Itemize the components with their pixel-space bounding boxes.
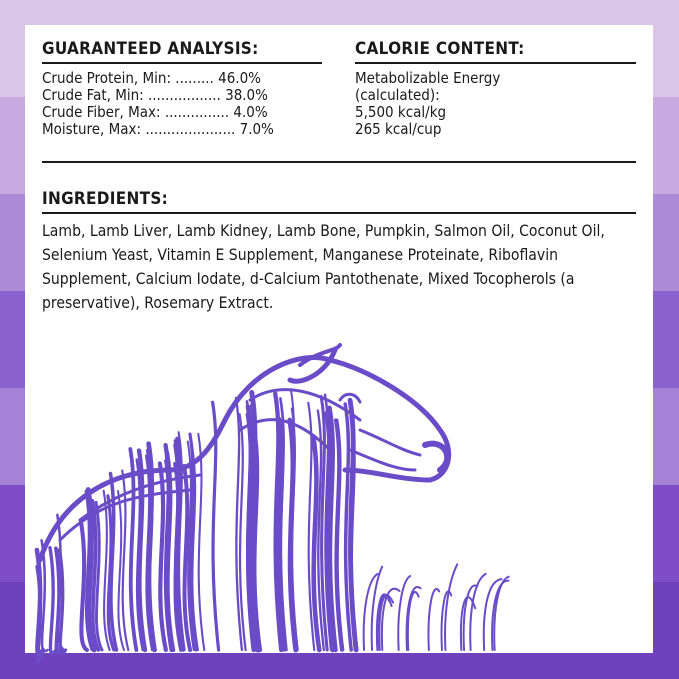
- fur-stroke: [319, 394, 329, 652]
- fur-stroke: [338, 392, 362, 404]
- fur-stroke: [165, 450, 176, 653]
- fur-stroke: [56, 513, 65, 652]
- fur-stroke: [370, 565, 384, 651]
- fur-stroke: [405, 585, 422, 651]
- fur-stroke: [188, 432, 198, 652]
- fur-stroke: [58, 488, 192, 542]
- calorie-row: (calculated):: [355, 86, 440, 104]
- fur-stroke: [197, 432, 206, 652]
- fur-stroke: [307, 401, 316, 652]
- fur-stroke: [79, 519, 89, 652]
- fur-stroke: [177, 431, 186, 652]
- fur-stroke: [78, 473, 202, 522]
- fur-stroke: [117, 490, 126, 652]
- fur-stroke: [323, 393, 333, 652]
- fur-stroke: [245, 412, 255, 652]
- fur-stroke: [276, 414, 286, 652]
- fur-stroke: [90, 499, 101, 652]
- analysis-row: Crude Protein, Min: ......... 46.0%: [42, 69, 261, 87]
- fur-stroke: [278, 417, 288, 652]
- fur-stroke: [310, 434, 322, 653]
- ingredients-text: Lamb, Lamb Liver, Lamb Kidney, Lamb Bone…: [42, 222, 605, 312]
- fur-stroke: [106, 494, 116, 652]
- fur-stroke: [128, 447, 139, 652]
- analysis-title: GUARANTEED ANALYSIS:: [42, 39, 322, 64]
- fur-stroke: [248, 388, 362, 422]
- fur-stroke: [40, 538, 49, 653]
- fur-stroke: [94, 500, 104, 652]
- fur-stroke: [48, 545, 58, 655]
- fur-stroke: [87, 499, 97, 652]
- calorie-content: CALORIE CONTENT: Metabolizable Energy (c…: [355, 39, 636, 138]
- fur-stroke: [157, 461, 168, 653]
- analysis-row: Moisture, Max: ..................... 7.0…: [42, 120, 274, 138]
- guaranteed-analysis: GUARANTEED ANALYSIS: Crude Protein, Min:…: [42, 39, 322, 138]
- fur-stroke: [469, 572, 487, 651]
- ingredients-title: INGREDIENTS:: [42, 189, 636, 214]
- fur-stroke: [316, 409, 326, 652]
- fur-stroke: [362, 572, 379, 651]
- fur-stroke: [493, 575, 510, 651]
- fur-stroke: [349, 415, 359, 652]
- fur-stroke: [251, 425, 263, 653]
- fur-stroke: [462, 584, 479, 651]
- calorie-row: 265 kcal/cup: [355, 120, 442, 138]
- fur-stroke: [427, 588, 441, 651]
- fur-stroke: [102, 489, 111, 652]
- fur-stroke: [135, 458, 145, 652]
- fur-stroke: [222, 355, 452, 483]
- analysis-row: Crude Fat, Min: ................. 38.0%: [42, 86, 268, 104]
- fur-stroke: [37, 417, 228, 563]
- fur-stroke: [491, 579, 510, 651]
- fur-stroke: [238, 413, 247, 652]
- calorie-row: Metabolizable Energy: [355, 69, 501, 87]
- fur-stroke: [397, 575, 412, 651]
- fur-stroke: [121, 469, 130, 652]
- fur-stroke: [378, 595, 393, 651]
- fur-stroke: [327, 405, 338, 653]
- fur-stroke: [335, 418, 345, 652]
- fur-stroke: [343, 402, 353, 652]
- ingredients-section: INGREDIENTS: Lamb, Lamb Liver, Lamb Kidn…: [42, 189, 636, 315]
- fur-stroke: [35, 564, 45, 663]
- fur-stroke: [57, 548, 68, 656]
- divider: [42, 161, 636, 163]
- fur-stroke: [182, 463, 193, 652]
- calorie-row: 5,500 kcal/kg: [355, 103, 447, 121]
- fur-stroke: [380, 587, 401, 651]
- fur-stroke: [358, 428, 422, 457]
- fur-stroke: [348, 448, 417, 472]
- fur-stroke: [422, 440, 451, 473]
- analysis-row: Crude Fiber, Max: ............... 4.0%: [42, 103, 268, 121]
- fur-stroke: [287, 417, 299, 653]
- fur-stroke: [234, 396, 244, 652]
- fur-stroke: [406, 590, 420, 651]
- fur-stroke: [238, 418, 332, 452]
- fur-stroke: [210, 400, 221, 652]
- fur-stroke: [84, 489, 93, 652]
- fur-stroke: [298, 343, 342, 367]
- fur-stroke: [482, 578, 503, 651]
- fur-stroke: [287, 347, 338, 384]
- fur-stroke: [146, 441, 157, 653]
- fur-stroke: [444, 563, 459, 651]
- calorie-title: CALORIE CONTENT:: [355, 39, 636, 64]
